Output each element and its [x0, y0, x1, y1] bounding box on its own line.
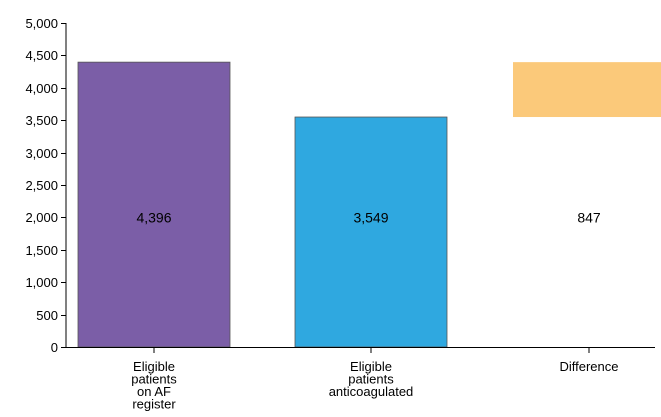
- bar: [294, 116, 448, 348]
- y-tick-label: 5,000: [25, 16, 58, 31]
- y-tick-label: 4,000: [25, 81, 58, 96]
- y-tick-label: 2,000: [25, 210, 58, 225]
- y-tick-label: 0: [51, 340, 58, 355]
- x-tick-label: register: [132, 397, 176, 412]
- y-tick-label: 1,500: [25, 243, 58, 258]
- x-tick-label: patients: [131, 372, 177, 387]
- y-axis: 0 500 1,000 1,500 2,000 2,500 3,000 3,500 4,000 4…: [25, 16, 67, 355]
- x-tick-label: Eligible: [350, 359, 392, 374]
- data-label: 4,396: [136, 209, 171, 225]
- y-tick-label: 1,000: [25, 275, 58, 290]
- x-tick-label: Difference: [559, 359, 618, 374]
- data-label: 847: [577, 209, 601, 225]
- difference-bar: [513, 62, 661, 118]
- y-tick-label: 3,000: [25, 146, 58, 161]
- y-tick-label: 500: [36, 308, 58, 323]
- x-tick-label: anticoagulated: [329, 384, 414, 399]
- bars: 4,396 3,549 847: [77, 61, 661, 348]
- data-label: 3,549: [353, 209, 388, 225]
- x-tick-label: patients: [348, 372, 394, 387]
- x-tick-label: Eligible: [133, 359, 175, 374]
- x-tick-label: on AF: [137, 384, 171, 399]
- y-tick-label: 2,500: [25, 178, 58, 193]
- y-tick-label: 3,500: [25, 113, 58, 128]
- bar: [77, 61, 231, 348]
- y-tick-label: 4,500: [25, 48, 58, 63]
